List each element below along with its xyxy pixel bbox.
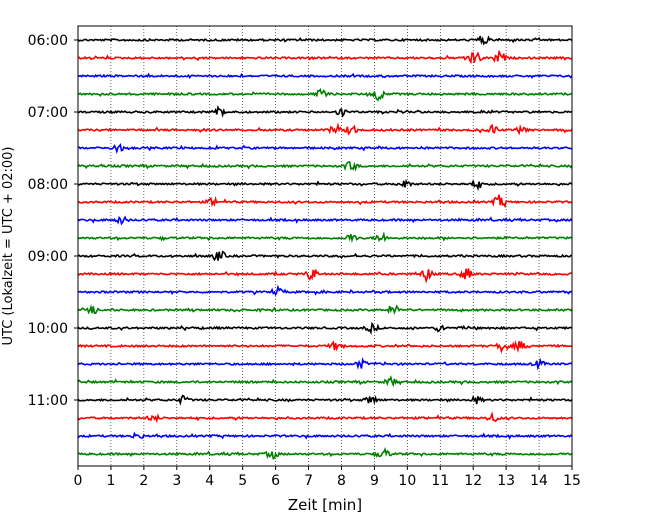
y-tick-label: 09:00	[28, 249, 68, 265]
x-tick-label: 3	[172, 473, 181, 489]
x-tick-label: 2	[139, 473, 148, 489]
y-tick-label: 10:00	[28, 321, 68, 337]
y-tick-label: 08:00	[28, 177, 68, 193]
x-axis-label: Zeit [min]	[288, 496, 362, 514]
x-tick-label: 5	[238, 473, 247, 489]
trace-line	[77, 375, 573, 388]
y-tick-label: 11:00	[28, 393, 68, 409]
x-tick-label: 0	[74, 473, 83, 489]
trace-line	[77, 194, 573, 209]
trace-line	[77, 411, 573, 424]
trace-line	[77, 160, 573, 172]
trace-line	[77, 179, 573, 192]
x-tick-label: 11	[431, 473, 449, 489]
trace-line	[77, 231, 573, 244]
x-tick-label: 15	[563, 473, 581, 489]
traces	[77, 35, 573, 460]
x-tick-label: 10	[398, 473, 416, 489]
x-tick-label: 8	[337, 473, 346, 489]
y-axis-label: UTC (Lokalzeit = UTC + 02:00)	[1, 147, 16, 346]
y-tick-label: 07:00	[28, 105, 68, 121]
trace-line	[77, 268, 573, 284]
trace-line	[77, 105, 573, 118]
trace-line	[77, 72, 573, 80]
x-tick-label: 9	[370, 473, 379, 489]
trace-line	[77, 340, 573, 354]
x-tick-label: 14	[530, 473, 548, 489]
x-tick-label: 4	[205, 473, 214, 489]
y-axis-ticks: 06:00 07:00 08:00 09:00 10:00 11:00	[28, 33, 78, 409]
trace-line	[77, 50, 573, 65]
x-tick-label: 1	[106, 473, 115, 489]
x-tick-label: 6	[271, 473, 280, 489]
trace-line	[77, 35, 573, 46]
trace-line	[77, 357, 573, 371]
trace-line	[77, 394, 573, 407]
trace-line	[77, 122, 573, 136]
plot-frame	[77, 25, 573, 467]
x-axis-ticks: 0 1 2 3 4 5 6 7 8 9 10 11 12 13 14 15	[74, 466, 581, 489]
trace-line	[77, 446, 573, 460]
x-tick-label: 12	[464, 473, 482, 489]
x-tick-label: 7	[304, 473, 313, 489]
trace-line	[77, 215, 573, 226]
x-tick-label: 13	[497, 473, 515, 489]
y-tick-label: 06:00	[28, 33, 68, 49]
vertical-grid	[110, 26, 540, 466]
trace-line	[77, 284, 573, 297]
trace-line	[77, 304, 573, 315]
trace-line	[77, 250, 573, 262]
trace-line	[77, 87, 573, 102]
trace-line	[77, 321, 573, 336]
trace-line	[77, 431, 573, 440]
trace-line	[77, 142, 573, 155]
